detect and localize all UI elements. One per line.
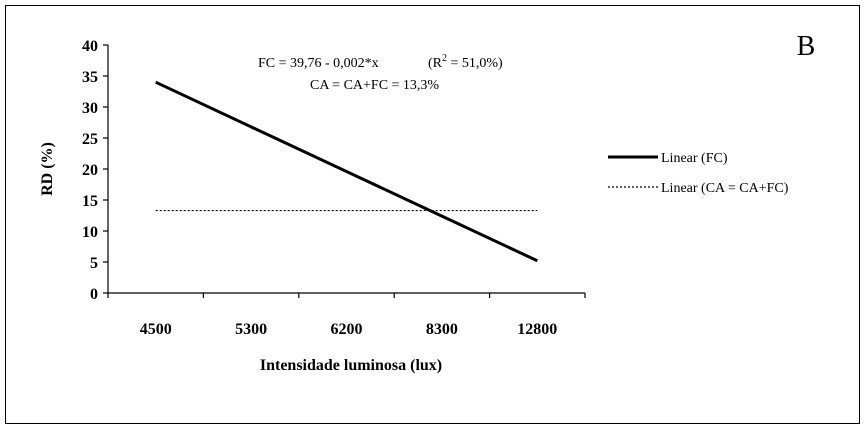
y-tick-label: 25 (82, 131, 98, 148)
legend-label-fc: Linear (FC) (661, 151, 728, 166)
y-tick-label: 20 (82, 162, 98, 179)
panel-label: B (797, 31, 816, 62)
legend-label-ca: Linear (CA = CA+FC) (661, 181, 789, 196)
y-axis-ticks: 0 5 10 15 20 25 30 35 40 (82, 38, 108, 303)
y-tick-label: 30 (82, 100, 98, 117)
r2-annotation: (R2 = 51,0%) (428, 53, 503, 71)
ca-annotation: CA = CA+FC = 13,3% (310, 78, 439, 93)
y-axis-label: RD (%) (39, 142, 56, 196)
equation-annotation: FC = 39,76 - 0,002*x (258, 56, 379, 71)
y-tick-label: 15 (82, 193, 98, 210)
y-tick-label: 35 (82, 69, 98, 86)
series-layer (155, 80, 538, 263)
y-tick-label: 40 (82, 38, 98, 55)
x-tick-label: 5300 (235, 321, 267, 338)
x-axis-label: Intensidade luminosa (lux) (260, 357, 442, 374)
x-tick-label: 4500 (140, 321, 172, 338)
legend: Linear (FC) Linear (CA = CA+FC) (608, 151, 789, 196)
x-axis-ticks: 4500 5300 6200 8300 12800 (107, 293, 586, 338)
y-tick-label: 5 (90, 255, 98, 272)
chart-frame (5, 5, 860, 424)
y-tick-label: 10 (82, 224, 98, 241)
x-tick-label: 6200 (331, 321, 363, 338)
series-line-fc (155, 80, 538, 263)
y-tick-label: 0 (90, 286, 98, 303)
x-tick-label: 8300 (426, 321, 458, 338)
x-tick-label: 12800 (517, 321, 557, 338)
